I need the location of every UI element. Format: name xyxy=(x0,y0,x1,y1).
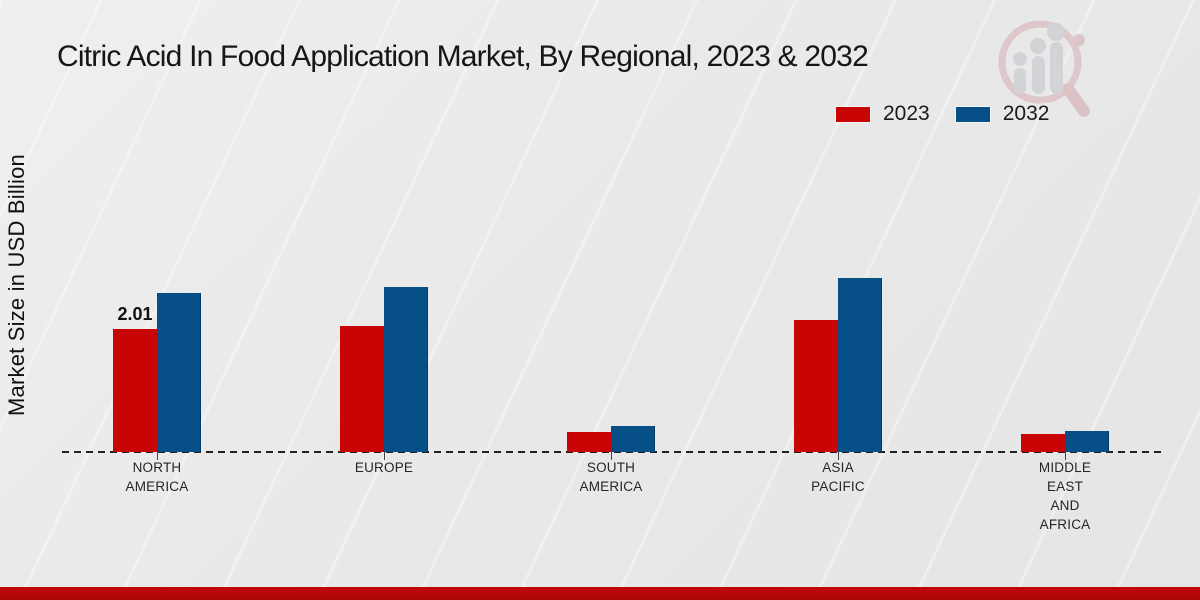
x-axis-tick xyxy=(157,452,158,460)
legend-item-2023[interactable]: 2023 xyxy=(836,102,930,126)
legend-label: 2032 xyxy=(1002,102,1050,125)
y-axis-label: Market Size in USD Billion xyxy=(4,154,29,416)
x-axis-tick xyxy=(384,452,385,460)
bar-2032-europe[interactable] xyxy=(384,287,428,452)
bar-2032-middle-east-and-africa[interactable] xyxy=(1065,431,1109,452)
bar-2023-asia-pacific[interactable] xyxy=(794,320,838,452)
x-axis-tick xyxy=(611,452,612,460)
x-axis-category-label: EUROPE xyxy=(354,460,414,475)
x-axis-tick xyxy=(838,452,839,460)
x-axis-category-label: SOUTH AMERICA xyxy=(579,460,643,494)
zero-baseline-dashed xyxy=(62,451,1164,453)
legend-item-2032[interactable]: 2032 xyxy=(955,102,1050,126)
bar-2023-europe[interactable] xyxy=(340,326,384,452)
legend-label: 2023 xyxy=(883,102,930,125)
bar-2023-south-america[interactable] xyxy=(567,432,611,452)
footer-red-band xyxy=(0,587,1200,600)
bar-2032-north-america[interactable] xyxy=(157,293,201,452)
legend: 2023 2032 xyxy=(836,102,1075,126)
x-axis-category-label: ASIA PACIFIC xyxy=(811,460,865,494)
bar-2023-north-america[interactable] xyxy=(113,329,157,452)
market-research-future-logo-watermark xyxy=(998,20,1090,117)
magnifier-handle-icon xyxy=(1062,83,1090,117)
bar-value-label: 2.01 xyxy=(117,304,153,324)
bar-2023-middle-east-and-africa[interactable] xyxy=(1021,434,1065,452)
x-axis-category-label: NORTH AMERICA xyxy=(125,460,189,494)
bar-2032-asia-pacific[interactable] xyxy=(838,278,882,452)
chart-title: Citric Acid In Food Application Market, … xyxy=(57,40,869,73)
x-axis-category-label: MIDDLE EAST AND AFRICA xyxy=(1038,460,1092,532)
bar-2032-south-america[interactable] xyxy=(611,426,655,452)
magnifier-circle-icon xyxy=(998,20,1082,104)
legend-swatch-2032 xyxy=(955,106,990,122)
legend-swatch-2023 xyxy=(836,106,870,122)
x-axis-tick xyxy=(1065,452,1066,460)
